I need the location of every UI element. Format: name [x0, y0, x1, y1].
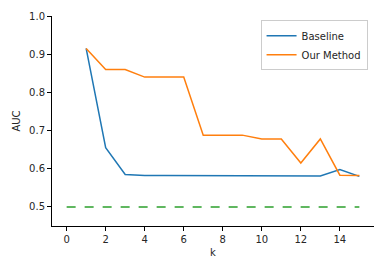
svg-text:0.8: 0.8: [29, 87, 45, 98]
svg-text:0.7: 0.7: [29, 125, 45, 136]
svg-text:4: 4: [142, 234, 148, 245]
svg-text:Our Method: Our Method: [302, 50, 361, 61]
svg-text:k: k: [210, 247, 216, 258]
svg-text:2: 2: [102, 234, 108, 245]
svg-text:8: 8: [220, 234, 226, 245]
svg-text:6: 6: [181, 234, 187, 245]
svg-text:0: 0: [63, 234, 69, 245]
svg-text:12: 12: [294, 234, 307, 245]
svg-text:AUC: AUC: [11, 110, 22, 131]
svg-text:0.6: 0.6: [29, 163, 45, 174]
svg-text:0.5: 0.5: [29, 201, 45, 212]
svg-text:0.9: 0.9: [29, 49, 45, 60]
svg-text:1.0: 1.0: [29, 11, 45, 22]
svg-text:Baseline: Baseline: [302, 31, 344, 42]
svg-text:14: 14: [333, 234, 346, 245]
svg-text:10: 10: [255, 234, 268, 245]
